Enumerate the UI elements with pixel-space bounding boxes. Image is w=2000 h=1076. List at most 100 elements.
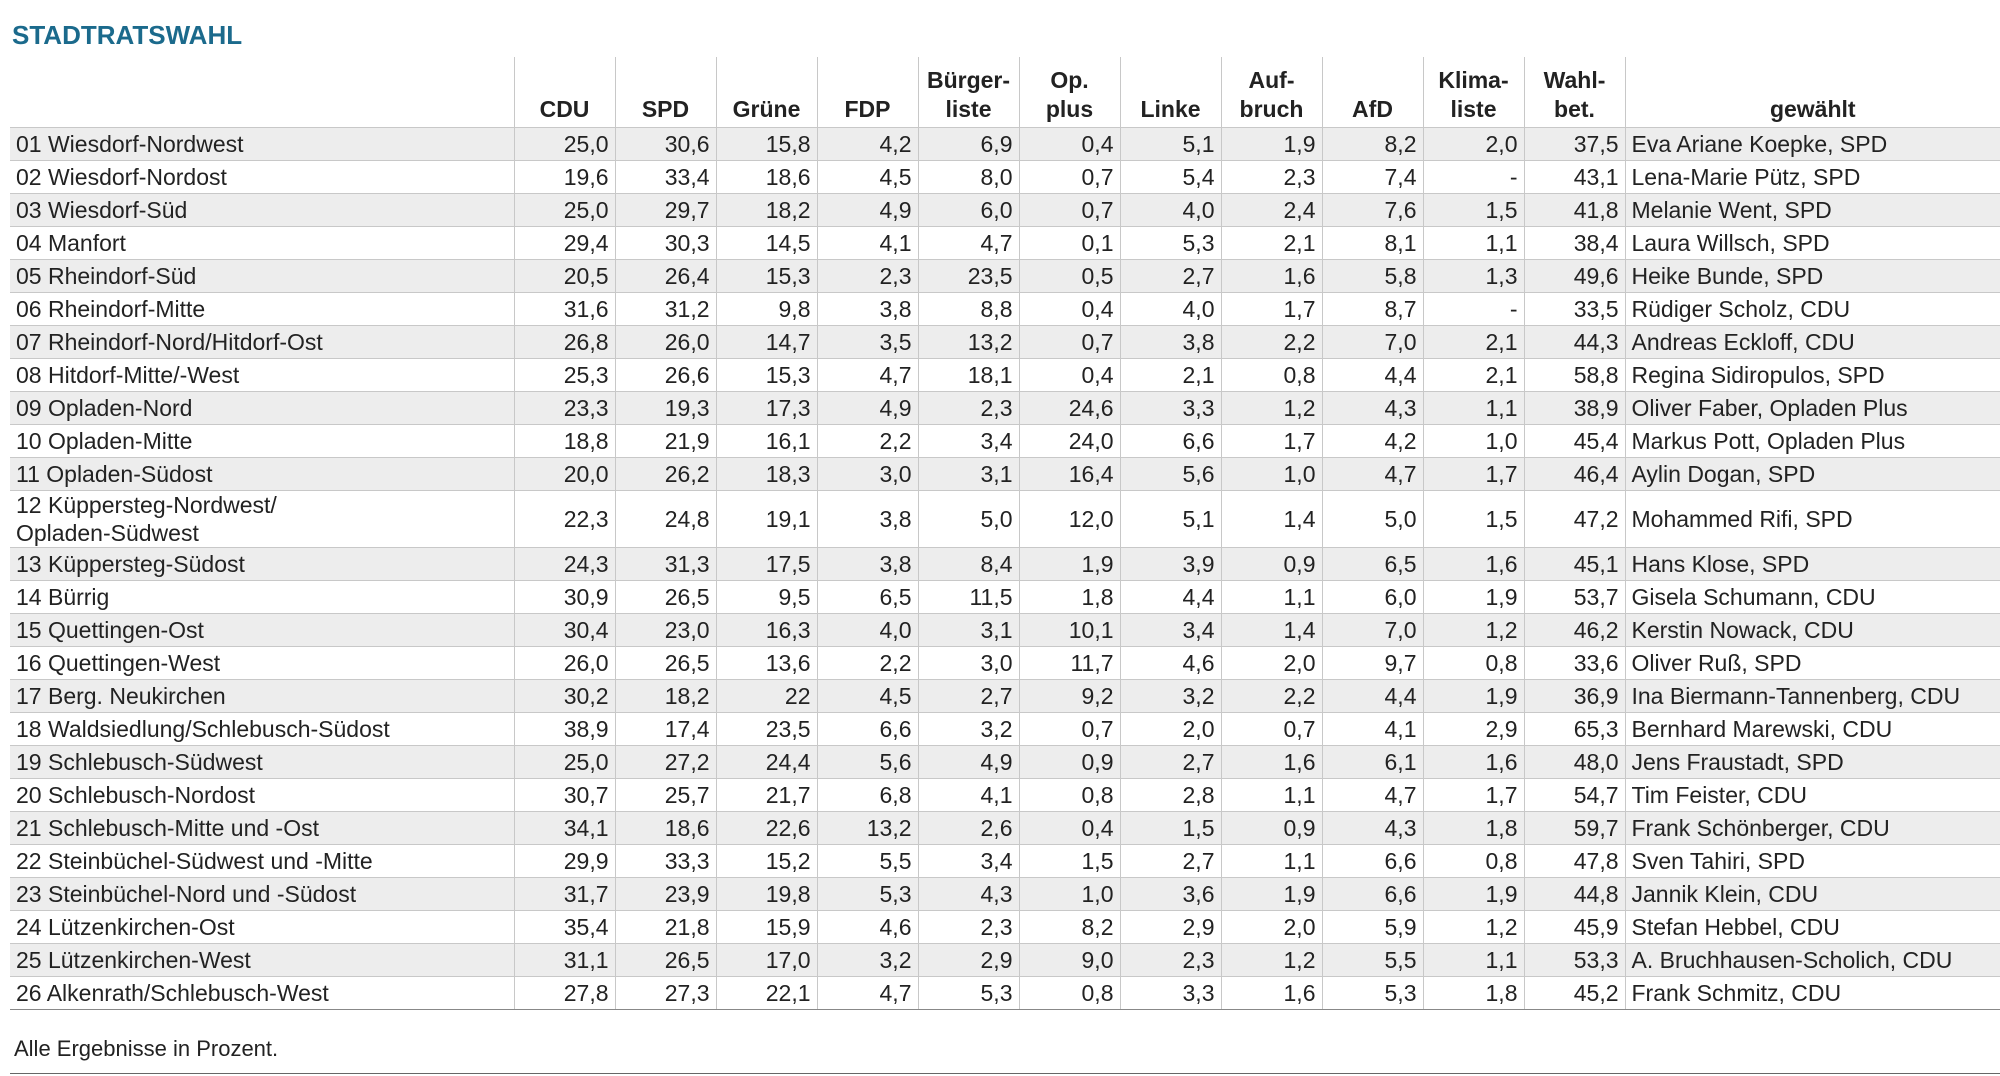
value-cell: 19,6 xyxy=(514,160,616,194)
value-cell: 2,1 xyxy=(1221,226,1323,260)
value-cell: 27,3 xyxy=(615,976,717,1010)
value-cell: 4,6 xyxy=(1120,646,1222,680)
value-cell: 2,1 xyxy=(1423,325,1525,359)
value-cell: 1,8 xyxy=(1423,976,1525,1010)
value-cell: 25,7 xyxy=(615,778,717,812)
elected-cell: A. Bruchhausen-Scholich, CDU xyxy=(1625,943,2000,977)
value-cell: 5,1 xyxy=(1120,127,1222,161)
value-cell: 6,5 xyxy=(1322,547,1424,581)
value-cell: 2,3 xyxy=(1120,943,1222,977)
column-header: Op. plus xyxy=(1019,57,1121,128)
table-row: 12 Küppersteg-Nordwest/ Opladen-Südwest 2… xyxy=(10,490,2000,548)
table-row: 05 Rheindorf-Süd 20,5 26,4 15,3 2,3 23,5 0,5 2,… xyxy=(10,259,2000,293)
value-cell: 5,5 xyxy=(817,844,919,878)
value-cell: 29,4 xyxy=(514,226,616,260)
value-cell: 49,6 xyxy=(1524,259,1626,293)
value-cell: 30,7 xyxy=(514,778,616,812)
value-cell: 1,1 xyxy=(1221,778,1323,812)
value-cell: 15,8 xyxy=(716,127,818,161)
district-cell: 18 Waldsiedlung/Schlebusch-Südost xyxy=(10,712,515,746)
value-cell: 0,1 xyxy=(1019,226,1121,260)
value-cell: 18,3 xyxy=(716,457,818,491)
table-row: 14 Bürrig 30,9 26,5 9,5 6,5 11,5 1,8 4,4 1,1 6,0 1… xyxy=(10,580,2000,614)
value-cell: 1,2 xyxy=(1423,613,1525,647)
value-cell: 5,1 xyxy=(1120,490,1222,548)
value-cell: 6,8 xyxy=(817,778,919,812)
footnote: Alle Ergebnisse in Prozent. xyxy=(14,1036,279,1061)
value-cell: 24,8 xyxy=(615,490,717,548)
value-cell: 1,6 xyxy=(1221,976,1323,1010)
value-cell: 21,8 xyxy=(615,910,717,944)
value-cell: 4,7 xyxy=(1322,778,1424,812)
table-row: 21 Schlebusch-Mitte und -Ost 34,1 18,6 22,6… xyxy=(10,811,2000,845)
elected-cell: Oliver Ruß, SPD xyxy=(1625,646,2000,680)
value-cell: 4,0 xyxy=(817,613,919,647)
column-header: Grüne xyxy=(716,57,818,128)
table-row: 07 Rheindorf-Nord/Hitdorf-Ost 26,8 26,0 14,… xyxy=(10,325,2000,359)
value-cell: 7,0 xyxy=(1322,325,1424,359)
column-header: Auf- bruch xyxy=(1221,57,1323,128)
value-cell: 18,6 xyxy=(615,811,717,845)
value-cell: 10,1 xyxy=(1019,613,1121,647)
table-row: 04 Manfort 29,4 30,3 14,5 4,1 4,7 0,1 5,3 2,1 8,1… xyxy=(10,226,2000,260)
value-cell: 4,7 xyxy=(918,226,1020,260)
elected-cell: Sven Tahiri, SPD xyxy=(1625,844,2000,878)
table-row: 09 Opladen-Nord 23,3 19,3 17,3 4,9 2,3 24,6 3,3… xyxy=(10,391,2000,425)
value-cell: 2,7 xyxy=(1120,259,1222,293)
district-cell: 09 Opladen-Nord xyxy=(10,391,515,425)
value-cell: 1,7 xyxy=(1221,292,1323,326)
value-cell: 9,0 xyxy=(1019,943,1121,977)
value-cell: 47,2 xyxy=(1524,490,1626,548)
district-cell: 15 Quettingen-Ost xyxy=(10,613,515,647)
value-cell: 3,4 xyxy=(918,424,1020,458)
value-cell: 26,6 xyxy=(615,358,717,392)
value-cell: 6,1 xyxy=(1322,745,1424,779)
value-cell: 2,6 xyxy=(918,811,1020,845)
value-cell: 3,2 xyxy=(918,712,1020,746)
value-cell: 2,9 xyxy=(1423,712,1525,746)
value-cell: 2,2 xyxy=(1221,325,1323,359)
value-cell: 1,7 xyxy=(1423,778,1525,812)
column-header: CDU xyxy=(514,57,616,128)
value-cell: 33,6 xyxy=(1524,646,1626,680)
value-cell: 9,2 xyxy=(1019,679,1121,713)
value-cell: 30,9 xyxy=(514,580,616,614)
value-cell: 25,0 xyxy=(514,745,616,779)
value-cell: 5,5 xyxy=(1322,943,1424,977)
value-cell: 1,8 xyxy=(1019,580,1121,614)
value-cell: 53,3 xyxy=(1524,943,1626,977)
value-cell: 37,5 xyxy=(1524,127,1626,161)
value-cell: 1,5 xyxy=(1120,811,1222,845)
value-cell: - xyxy=(1423,160,1525,194)
value-cell: 24,3 xyxy=(514,547,616,581)
value-cell: 4,4 xyxy=(1120,580,1222,614)
value-cell: 30,6 xyxy=(615,127,717,161)
table-row: 08 Hitdorf-Mitte/-West 25,3 26,6 15,3 4,7 18,… xyxy=(10,358,2000,392)
value-cell: 46,4 xyxy=(1524,457,1626,491)
value-cell: 1,0 xyxy=(1019,877,1121,911)
value-cell: - xyxy=(1423,292,1525,326)
value-cell: 4,9 xyxy=(918,745,1020,779)
table-row: 20 Schlebusch-Nordost 30,7 25,7 21,7 6,8 4,1 0… xyxy=(10,778,2000,812)
value-cell: 22 xyxy=(716,679,818,713)
value-cell: 0,4 xyxy=(1019,127,1121,161)
column-header: AfD xyxy=(1322,57,1424,128)
value-cell: 2,2 xyxy=(817,424,919,458)
value-cell: 0,4 xyxy=(1019,811,1121,845)
value-cell: 3,8 xyxy=(817,547,919,581)
value-cell: 1,1 xyxy=(1423,226,1525,260)
value-cell: 5,3 xyxy=(817,877,919,911)
table-row: 17 Berg. Neukirchen 30,2 18,2 22 4,5 2,7 9,2 3,… xyxy=(10,679,2000,713)
elected-cell: Heike Bunde, SPD xyxy=(1625,259,2000,293)
elected-cell: Andreas Eckloff, CDU xyxy=(1625,325,2000,359)
value-cell: 1,5 xyxy=(1423,490,1525,548)
value-cell: 13,6 xyxy=(716,646,818,680)
value-cell: 16,1 xyxy=(716,424,818,458)
value-cell: 19,3 xyxy=(615,391,717,425)
column-header: FDP xyxy=(817,57,919,128)
table-row: 24 Lützenkirchen-Ost 35,4 21,8 15,9 4,6 2,3 8,… xyxy=(10,910,2000,944)
elected-cell: Frank Schmitz, CDU xyxy=(1625,976,2000,1010)
value-cell: 4,0 xyxy=(1120,292,1222,326)
value-cell: 0,8 xyxy=(1423,646,1525,680)
value-cell: 45,2 xyxy=(1524,976,1626,1010)
